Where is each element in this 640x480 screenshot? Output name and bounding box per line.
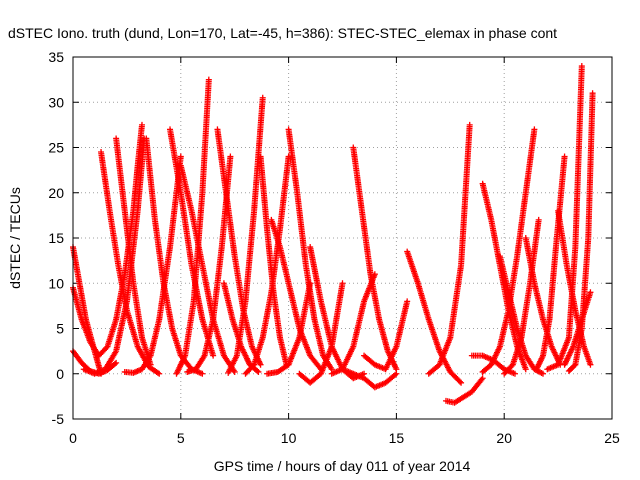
y-tick-label: 30 xyxy=(48,94,64,110)
data-series-39 xyxy=(565,90,596,375)
x-tick-labels: 0 5 10 15 20 25 xyxy=(69,430,620,446)
data-series-21 xyxy=(296,280,346,386)
data-point xyxy=(466,121,473,128)
x-tick-label: 10 xyxy=(281,430,297,446)
data-point xyxy=(522,366,529,373)
x-tick-label: 15 xyxy=(389,430,405,446)
data-series-2 xyxy=(70,244,105,377)
data-point xyxy=(255,368,262,375)
data-point xyxy=(154,369,161,376)
data-point xyxy=(511,370,518,377)
data-series-36 xyxy=(533,153,568,373)
data-point xyxy=(589,90,596,97)
data-point xyxy=(458,379,465,386)
data-points xyxy=(70,63,596,406)
data-series-20 xyxy=(285,126,335,373)
x-tick-label: 20 xyxy=(496,430,512,446)
data-series-37 xyxy=(544,63,585,373)
y-tick-label: 5 xyxy=(56,321,64,337)
data-point xyxy=(199,370,206,377)
data-series-27 xyxy=(404,248,465,386)
data-point xyxy=(561,153,568,160)
data-point xyxy=(254,367,261,374)
data-series-8 xyxy=(143,135,206,377)
y-axis-label: dSTEC / TECUs xyxy=(7,187,23,289)
data-point xyxy=(156,370,163,377)
data-series-11 xyxy=(173,76,212,377)
data-point xyxy=(205,76,212,83)
data-series-32 xyxy=(479,126,538,375)
data-point xyxy=(257,361,264,368)
data-point xyxy=(138,121,145,128)
x-tick-label: 0 xyxy=(69,430,77,446)
data-point xyxy=(393,370,400,377)
plot-frame xyxy=(72,56,613,420)
data-point xyxy=(259,94,266,101)
data-series-23 xyxy=(328,271,378,377)
data-point xyxy=(113,359,120,366)
y-tick-label: -5 xyxy=(52,411,65,427)
data-series-28 xyxy=(425,121,473,377)
x-axis-label: GPS time / hours of day 011 of year 2014 xyxy=(214,458,471,474)
data-point xyxy=(578,63,585,70)
y-tick-label: 25 xyxy=(48,140,64,156)
data-point xyxy=(392,371,399,378)
y-tick-label: 15 xyxy=(48,230,64,246)
x-tick-label: 25 xyxy=(604,430,620,446)
data-series-25 xyxy=(339,366,400,391)
data-point xyxy=(285,153,292,160)
y-tick-label: 10 xyxy=(48,275,64,291)
y-tick-labels: -5 0 5 10 15 20 25 30 35 xyxy=(48,49,64,427)
data-series-6 xyxy=(113,135,154,368)
data-point xyxy=(535,216,542,223)
data-point xyxy=(587,289,594,296)
y-tick-label: 20 xyxy=(48,185,64,201)
gridlines xyxy=(73,57,612,419)
data-point xyxy=(111,360,118,367)
data-point xyxy=(210,352,217,359)
data-point xyxy=(531,126,538,133)
x-tick-label: 5 xyxy=(177,430,185,446)
data-series-5 xyxy=(98,149,163,377)
data-series-40 xyxy=(561,289,594,368)
data-point xyxy=(147,361,154,368)
data-point xyxy=(227,153,234,160)
data-point xyxy=(587,361,594,368)
data-series-29 xyxy=(442,375,486,406)
chart-title: dSTEC Iono. truth (dund, Lon=170, Lat=-4… xyxy=(8,25,557,41)
y-tick-label: 0 xyxy=(56,366,64,382)
data-point xyxy=(231,368,238,375)
data-series-17 xyxy=(257,153,290,368)
data-point xyxy=(540,370,547,377)
data-point xyxy=(456,378,463,385)
data-point xyxy=(404,298,411,305)
data-point xyxy=(177,153,184,160)
data-series-35 xyxy=(522,235,564,368)
y-tick-label: 35 xyxy=(48,49,64,65)
data-point xyxy=(479,375,486,382)
data-series-26 xyxy=(361,298,411,373)
data-point xyxy=(339,280,346,287)
